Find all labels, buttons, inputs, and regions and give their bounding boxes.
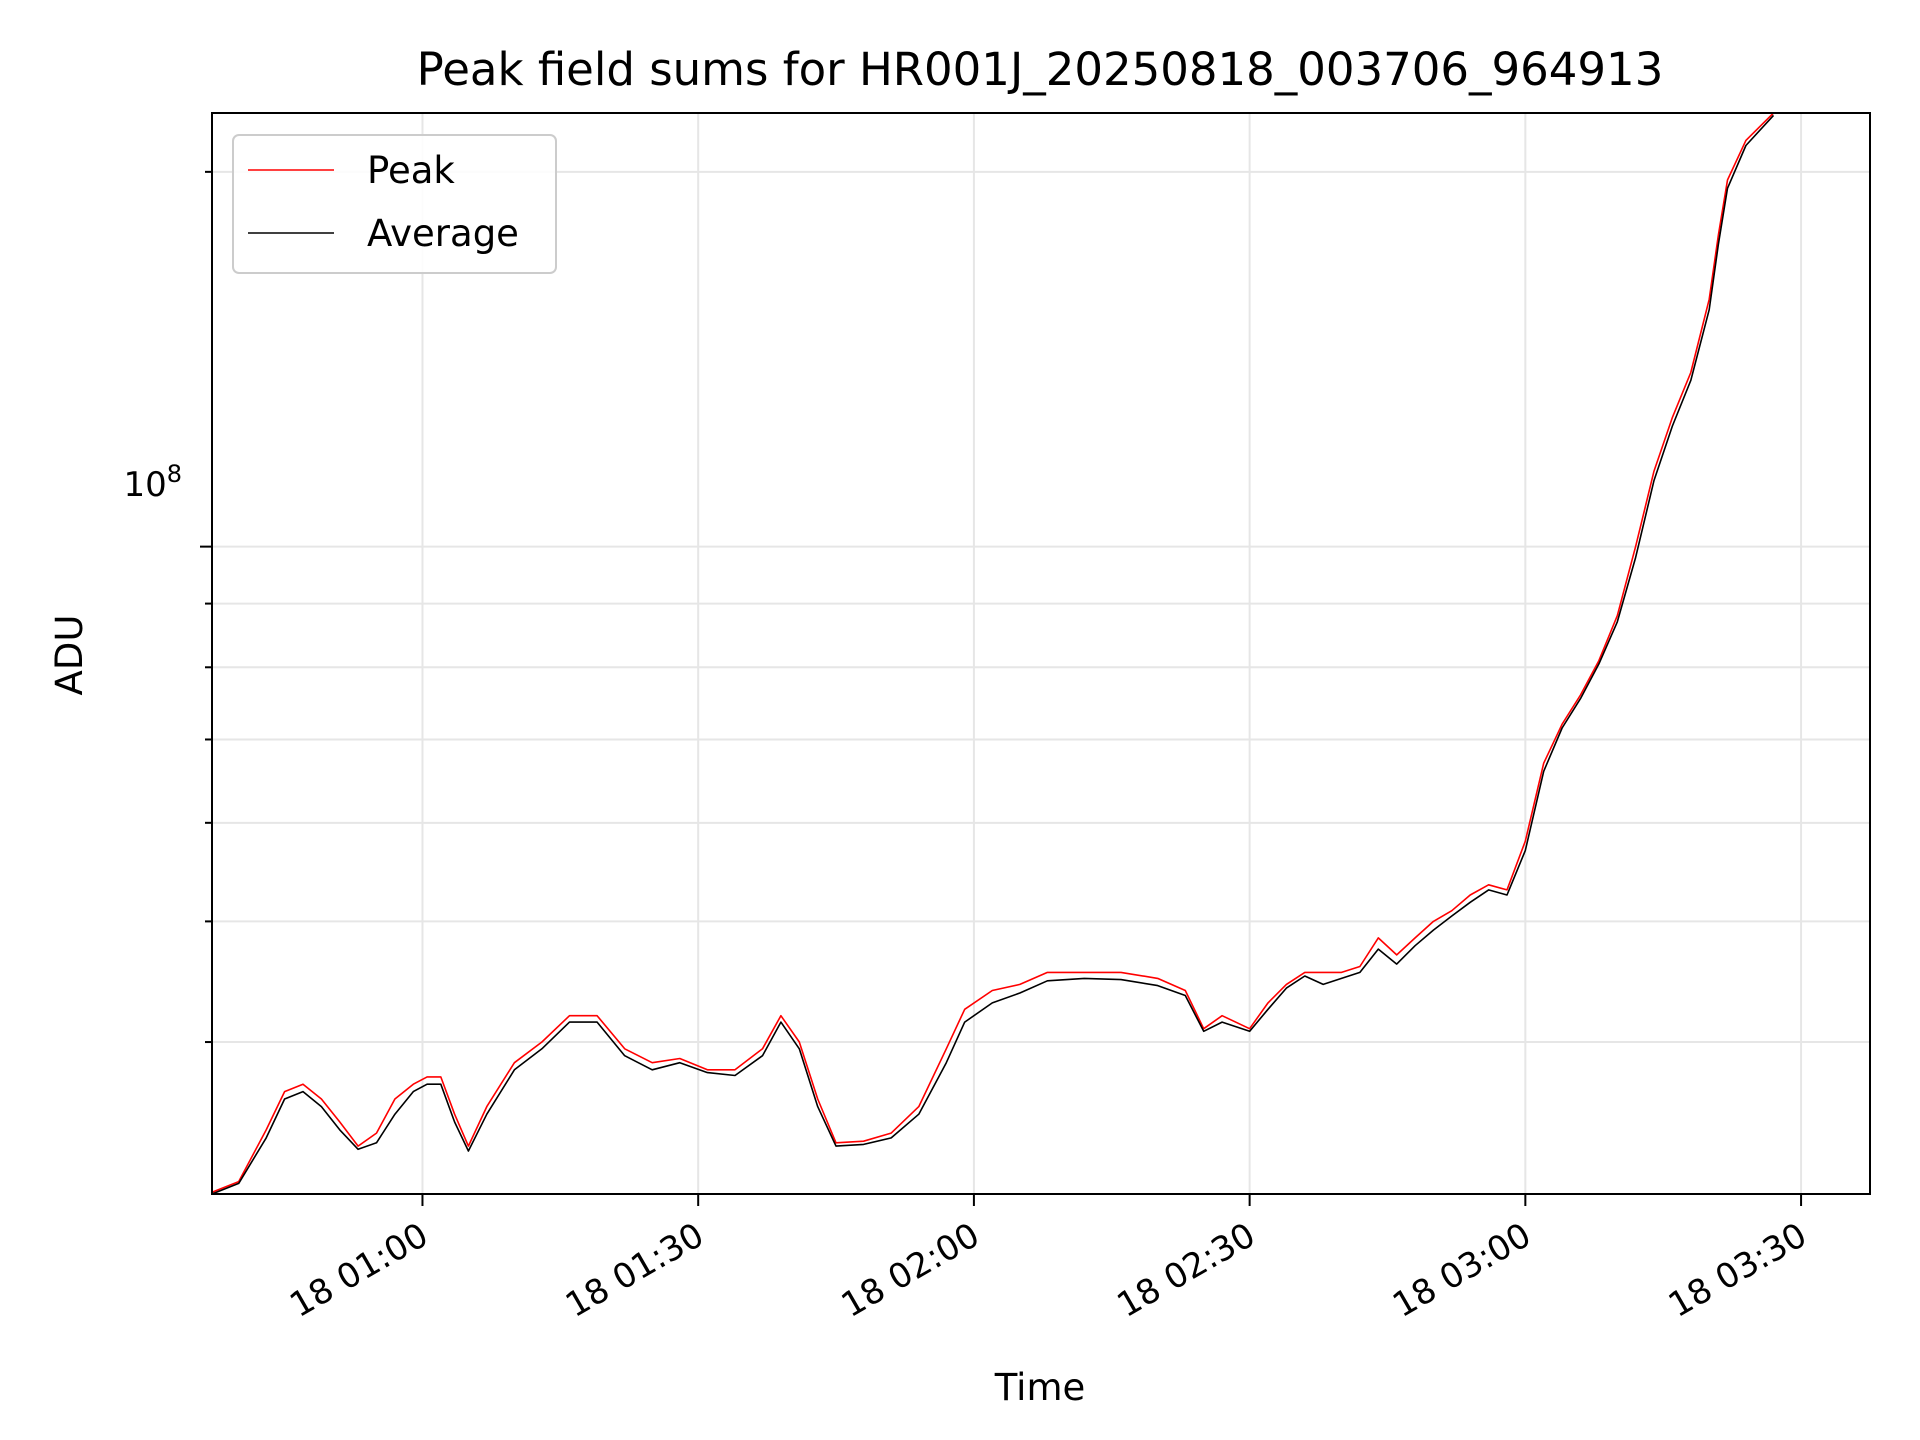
series-layer [212,113,1775,1194]
y-tick-base: 10 [123,465,166,505]
x-axis-label: Time [994,1366,1086,1409]
series-line-peak [212,113,1775,1193]
y-tick-label: 108 [123,460,182,505]
legend-label-average: Average [367,212,519,255]
y-tick-exponent: 8 [167,460,182,488]
plot-frame [211,112,1871,1195]
chart-title: Peak field sums for HR001J_20250818_0037… [417,43,1664,96]
legend: Peak Average [232,134,557,274]
series-line-average [212,114,1775,1194]
y-axis-label: ADU [48,615,91,696]
legend-label-peak: Peak [367,149,455,192]
grid [212,113,1870,1194]
